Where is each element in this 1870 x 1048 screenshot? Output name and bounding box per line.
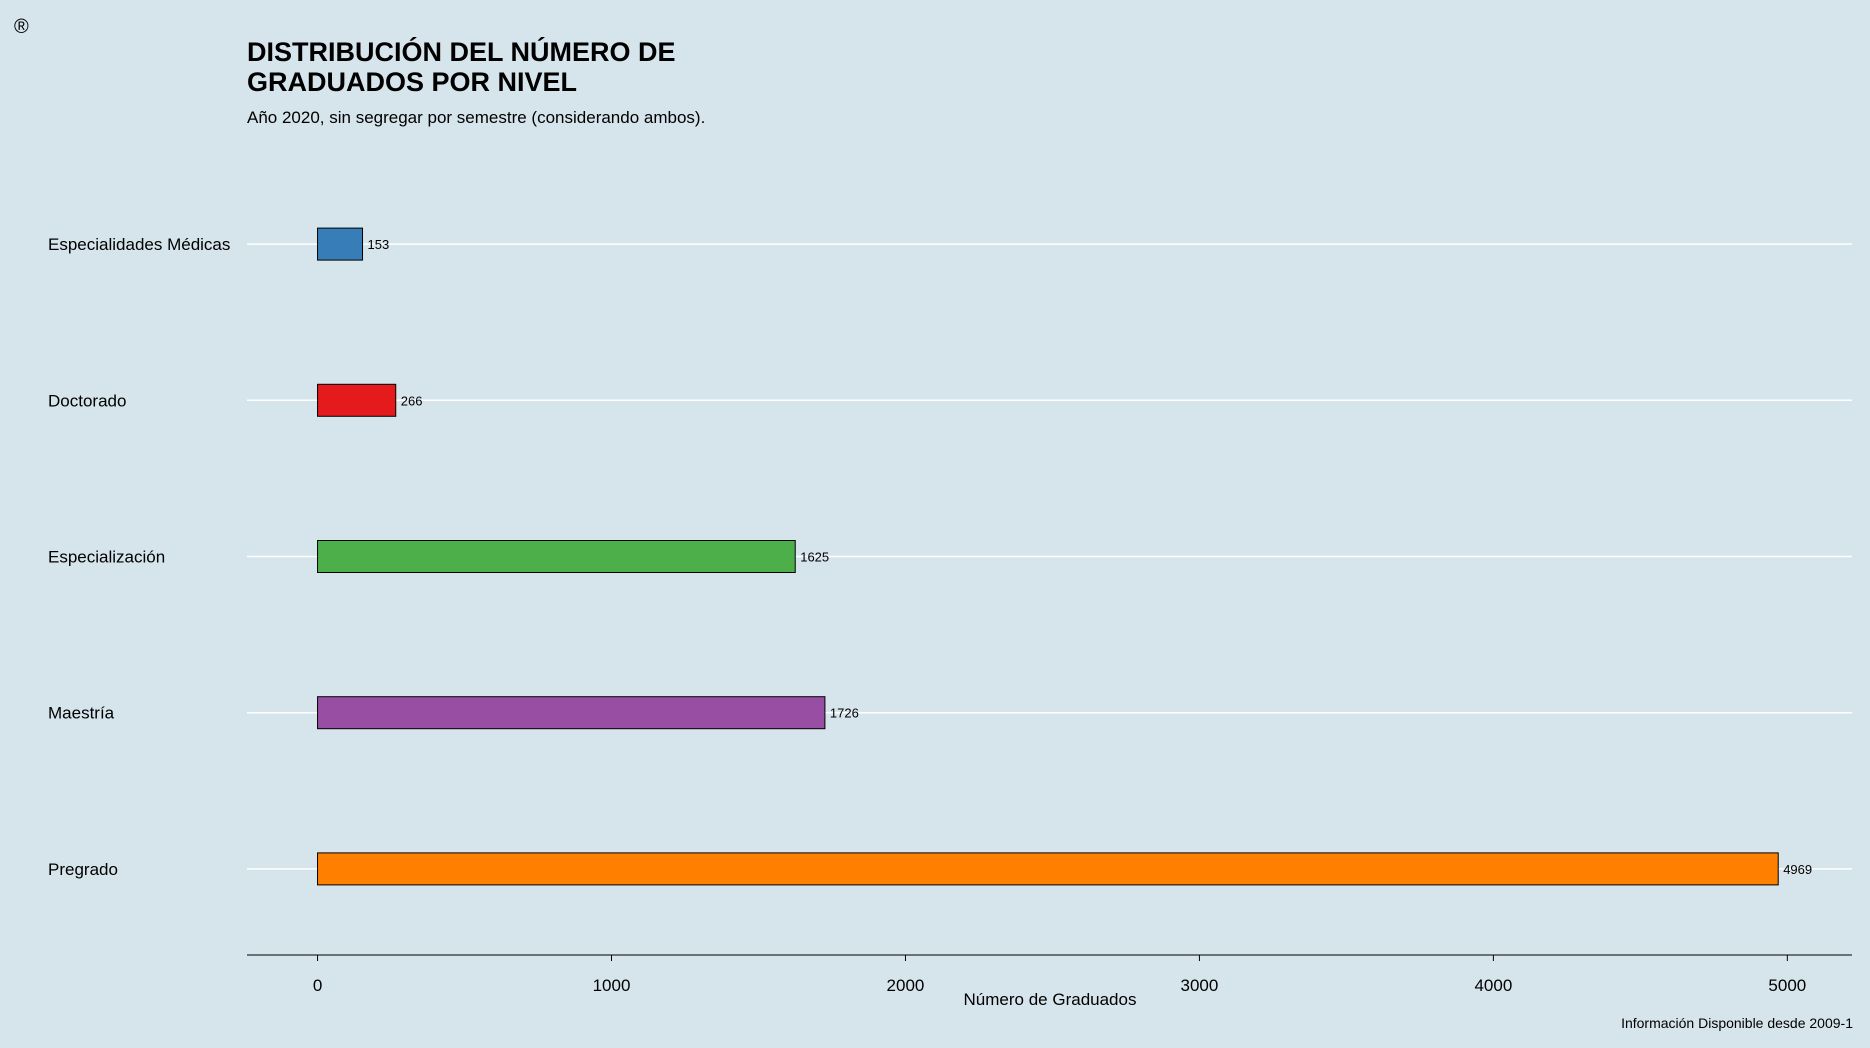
category-label: Pregrado [48,860,118,879]
category-label: Doctorado [48,391,126,410]
data-label: 266 [401,393,423,408]
data-label: 153 [368,237,390,252]
bar [317,383,397,417]
x-tick-label: 5000 [1768,976,1806,995]
x-tick-label: 3000 [1181,976,1219,995]
category-label: Especialidades Médicas [48,235,230,254]
bar [317,227,364,261]
x-axis-label: Número de Graduados [964,990,1137,1009]
category-label: Especialización [48,548,165,567]
x-tick-label: 2000 [887,976,925,995]
data-label: 1726 [830,706,859,721]
data-label: 4969 [1783,862,1812,877]
x-axis: 0 1000 2000 3000 4000 5000 [247,954,1852,995]
bar [317,540,796,573]
registered-mark: ® [14,16,29,38]
bars: Especialidades Médicas 153 Doctorado 266 Esp… [48,227,1812,886]
source-caption: Información Disponible desde 2009-1 [1621,1015,1853,1031]
x-tick-label: 0 [313,976,322,995]
chart-subtitle: Año 2020, sin segregar por semestre (con… [247,108,706,127]
chart-title: DISTRIBUCIÓN DEL NÚMERO DE GRADUADOS POR… [247,37,676,97]
bar [317,696,826,730]
category-label: Maestría [48,704,115,723]
bar [317,852,1779,886]
x-tick-label: 4000 [1474,976,1512,995]
data-label: 1625 [800,550,829,565]
x-tick-label: 1000 [593,976,631,995]
